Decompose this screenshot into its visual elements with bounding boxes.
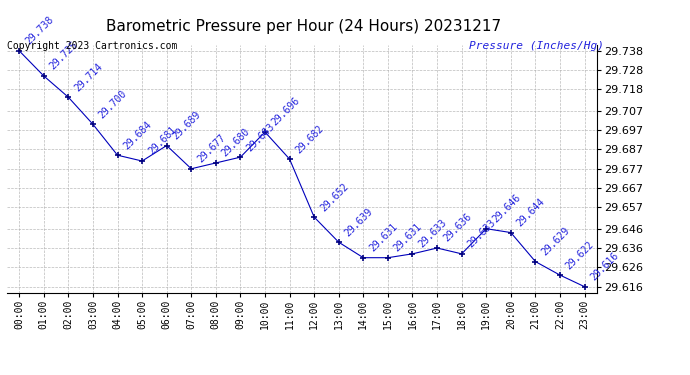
Text: 29.616: 29.616 (589, 251, 621, 282)
Text: 29.677: 29.677 (195, 133, 228, 165)
Text: 29.682: 29.682 (294, 123, 326, 155)
Text: Barometric Pressure per Hour (24 Hours) 20231217: Barometric Pressure per Hour (24 Hours) … (106, 19, 501, 34)
Text: Copyright 2023 Cartronics.com: Copyright 2023 Cartronics.com (7, 41, 177, 51)
Text: 29.639: 29.639 (343, 206, 375, 238)
Text: 29.622: 29.622 (564, 239, 596, 271)
Text: 29.629: 29.629 (540, 225, 571, 257)
Text: 29.633: 29.633 (466, 217, 497, 250)
Text: 29.683: 29.683 (244, 121, 277, 153)
Text: 29.633: 29.633 (417, 217, 448, 250)
Text: 29.684: 29.684 (121, 119, 154, 151)
Text: 29.636: 29.636 (441, 212, 473, 244)
Text: 29.738: 29.738 (23, 15, 55, 46)
Text: Pressure (Inches/Hg): Pressure (Inches/Hg) (469, 41, 604, 51)
Text: 29.680: 29.680 (220, 127, 252, 159)
Text: 29.681: 29.681 (146, 125, 178, 157)
Text: 29.696: 29.696 (269, 96, 301, 128)
Text: 29.652: 29.652 (318, 181, 351, 213)
Text: 29.714: 29.714 (72, 61, 104, 93)
Text: 29.644: 29.644 (515, 196, 547, 228)
Text: 29.646: 29.646 (491, 192, 522, 225)
Text: 29.725: 29.725 (48, 40, 80, 72)
Text: 29.700: 29.700 (97, 88, 129, 120)
Text: 29.631: 29.631 (368, 222, 400, 254)
Text: 29.689: 29.689 (171, 110, 203, 141)
Text: 29.631: 29.631 (392, 222, 424, 254)
